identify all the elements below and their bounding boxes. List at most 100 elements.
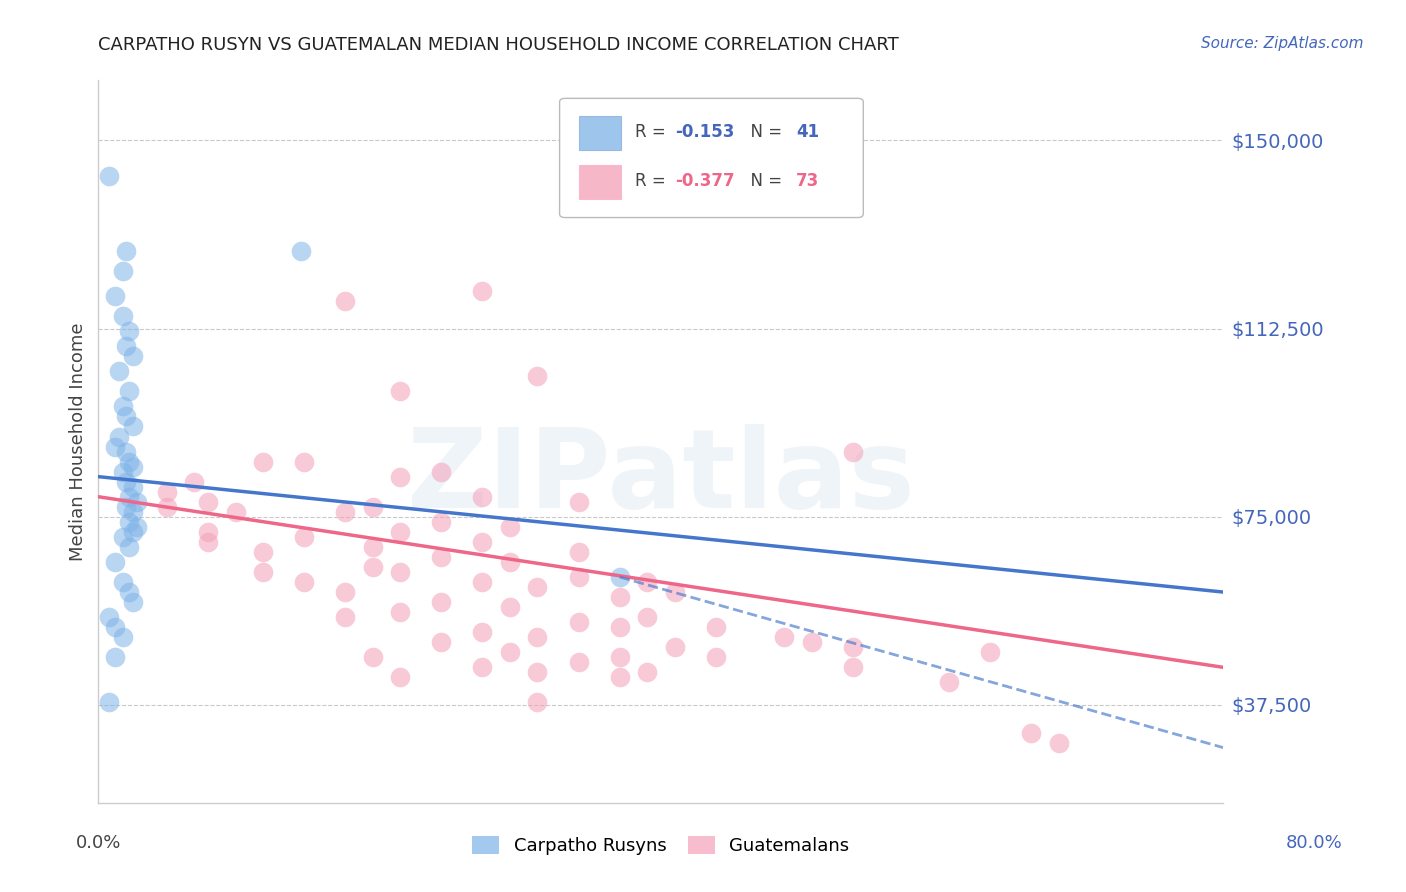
Point <box>108 429 131 443</box>
Point <box>526 369 548 384</box>
Point <box>252 454 274 468</box>
Point <box>156 500 179 514</box>
Point <box>664 640 686 655</box>
Point <box>430 549 453 564</box>
Point <box>636 574 658 589</box>
Point <box>609 570 631 584</box>
Point <box>389 565 412 579</box>
Point <box>499 600 522 615</box>
Point <box>389 384 412 399</box>
Point <box>197 524 219 539</box>
Point <box>125 494 148 508</box>
Point <box>471 490 494 504</box>
Point <box>104 620 127 634</box>
Point <box>664 585 686 599</box>
Point <box>609 620 631 634</box>
Text: -0.377: -0.377 <box>675 172 735 190</box>
Point <box>471 660 494 674</box>
Point <box>115 244 138 258</box>
Point <box>115 500 138 514</box>
Text: R =: R = <box>636 172 671 190</box>
Point <box>292 530 315 544</box>
Point <box>98 169 121 183</box>
Point <box>389 469 412 483</box>
Point <box>125 520 148 534</box>
Text: N =: N = <box>740 123 787 141</box>
Point <box>773 630 796 644</box>
Point <box>526 630 548 644</box>
Point <box>526 580 548 594</box>
Point <box>979 645 1001 659</box>
Point <box>115 475 138 489</box>
Point <box>252 565 274 579</box>
Point <box>800 635 823 649</box>
Point <box>609 590 631 604</box>
Point <box>499 645 522 659</box>
Point <box>121 524 143 539</box>
Point <box>471 534 494 549</box>
Point <box>121 505 143 519</box>
Point <box>938 675 960 690</box>
Point <box>121 480 143 494</box>
Point <box>609 650 631 665</box>
Point <box>361 560 384 574</box>
Point <box>567 545 589 559</box>
Point <box>471 625 494 640</box>
Point <box>98 696 121 710</box>
Point <box>121 419 143 434</box>
Point <box>842 640 865 655</box>
Point <box>112 465 135 479</box>
Point <box>112 630 135 644</box>
Point <box>290 244 312 258</box>
Point <box>292 454 315 468</box>
Text: 0.0%: 0.0% <box>76 834 121 852</box>
Point <box>499 520 522 534</box>
FancyBboxPatch shape <box>579 116 621 151</box>
FancyBboxPatch shape <box>579 165 621 200</box>
Point <box>389 524 412 539</box>
FancyBboxPatch shape <box>560 98 863 218</box>
Point <box>117 324 139 338</box>
Point <box>430 635 453 649</box>
Point <box>567 494 589 508</box>
Point <box>471 574 494 589</box>
Point <box>112 264 135 278</box>
Y-axis label: Median Household Income: Median Household Income <box>69 322 87 561</box>
Point <box>526 696 548 710</box>
Point <box>636 610 658 624</box>
Point <box>389 605 412 619</box>
Point <box>471 284 494 298</box>
Point <box>117 384 139 399</box>
Text: ZIPatlas: ZIPatlas <box>406 425 915 531</box>
Point <box>121 459 143 474</box>
Point <box>389 670 412 684</box>
Point <box>252 545 274 559</box>
Point <box>567 570 589 584</box>
Point <box>197 494 219 508</box>
Point <box>117 585 139 599</box>
Text: CARPATHO RUSYN VS GUATEMALAN MEDIAN HOUSEHOLD INCOME CORRELATION CHART: CARPATHO RUSYN VS GUATEMALAN MEDIAN HOUS… <box>98 36 900 54</box>
Point <box>104 555 127 569</box>
Text: 41: 41 <box>796 123 818 141</box>
Point <box>183 475 205 489</box>
Point <box>335 585 357 599</box>
Text: -0.153: -0.153 <box>675 123 735 141</box>
Text: 73: 73 <box>796 172 820 190</box>
Text: 80.0%: 80.0% <box>1286 834 1343 852</box>
Point <box>225 505 247 519</box>
Point <box>361 500 384 514</box>
Point <box>121 349 143 363</box>
Point <box>117 454 139 468</box>
Point <box>117 515 139 529</box>
Point <box>609 670 631 684</box>
Text: R =: R = <box>636 123 671 141</box>
Point <box>842 444 865 458</box>
Point <box>112 309 135 323</box>
Point <box>115 409 138 424</box>
Point <box>567 655 589 669</box>
Text: N =: N = <box>740 172 787 190</box>
Point <box>112 400 135 414</box>
Point <box>197 534 219 549</box>
Point <box>117 490 139 504</box>
Point <box>115 444 138 458</box>
